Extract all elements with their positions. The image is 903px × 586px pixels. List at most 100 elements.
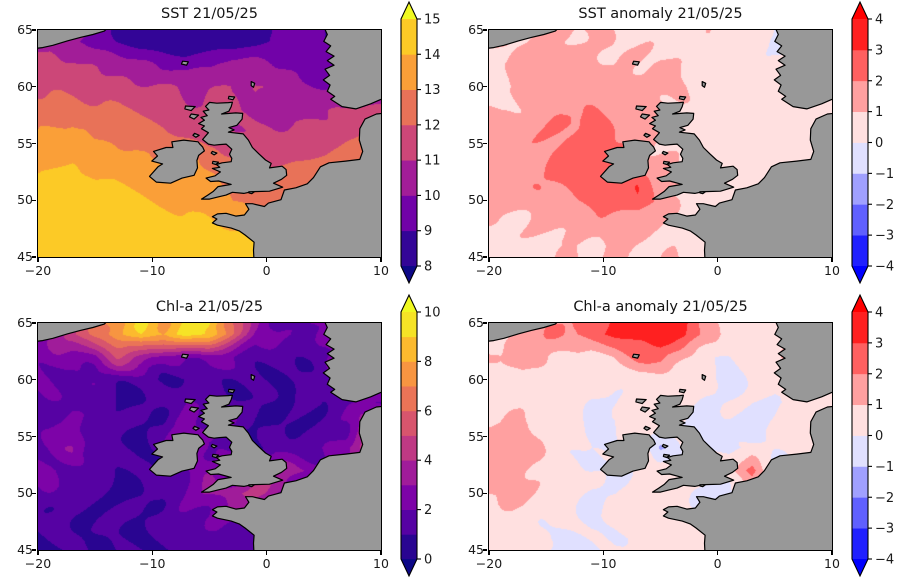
x-tick-label: −10 [139, 556, 166, 571]
colorbar-tick-label: −1 [875, 167, 894, 182]
coastline-layer [489, 323, 832, 550]
x-tick-label: 0 [713, 263, 722, 278]
colorbar-segment [401, 19, 417, 55]
colorbar-outline [851, 293, 869, 578]
colorbar-segment [401, 230, 417, 267]
land-mass [38, 323, 107, 342]
land-mass [662, 112, 832, 257]
land-mass [250, 80, 256, 88]
colorbar-tick-label: 6 [424, 404, 432, 419]
coastline-layer [38, 30, 381, 257]
colorbar-tick-label: 11 [424, 154, 441, 169]
colorbar-arrow-down [852, 266, 868, 283]
land-mass [635, 105, 647, 112]
land-mass [192, 425, 200, 431]
x-tick-label: 10 [373, 263, 389, 278]
panel-title: Chl-a 21/05/25 [155, 299, 264, 315]
land-mass [639, 406, 651, 413]
x-axis-tick [831, 551, 833, 556]
colorbar-tick-label: 13 [424, 83, 441, 98]
colorbar-outline [400, 293, 418, 578]
colorbar-tick-label: 0 [424, 553, 432, 568]
land-mass [699, 484, 706, 488]
x-tick-label: −20 [475, 263, 503, 278]
y-axis-tick [31, 199, 36, 201]
colorbar-segment [401, 410, 417, 436]
y-tick-label: 50 [17, 485, 33, 501]
land-mass [631, 60, 640, 66]
land-mass [227, 388, 236, 394]
colorbar-arrow-down [852, 559, 868, 576]
colorbar-tick-label: 8 [424, 260, 432, 275]
colorbar-segment [401, 195, 417, 232]
y-axis-tick [482, 322, 487, 324]
colorbar-segment [852, 404, 868, 436]
x-axis-tick [380, 551, 382, 556]
colorbar-tick-label: 9 [424, 224, 432, 239]
land-mass [188, 113, 200, 120]
y-axis-tick [482, 379, 487, 381]
x-tick-label: −20 [24, 263, 52, 278]
colorbar-segment [401, 534, 417, 560]
y-tick-label: 65 [17, 315, 33, 330]
land-mass [699, 191, 706, 195]
colorbar-tick-label: 10 [424, 306, 441, 321]
x-tick-label: −20 [24, 556, 52, 571]
y-axis-tick [31, 379, 36, 381]
land-mass [678, 95, 687, 101]
panel-title: SST anomaly 21/05/25 [578, 6, 743, 22]
colorbar-tick-label: 1 [875, 105, 883, 120]
land-mass [649, 101, 739, 200]
x-tick-label: 10 [824, 556, 840, 571]
land-mass [210, 443, 218, 449]
x-tick-label: 0 [262, 556, 271, 571]
land-mass [701, 373, 707, 381]
colorbar-tick-label: −4 [875, 260, 894, 275]
colorbar-segment [401, 336, 417, 362]
coastline-layer [489, 30, 832, 257]
land-mass [211, 160, 220, 166]
x-axis-tick [37, 551, 39, 556]
land-mass [643, 425, 651, 431]
colorbar-tick-label: 3 [875, 43, 883, 58]
colorbar-segment [401, 435, 417, 461]
colorbar-tick-label: −3 [875, 522, 894, 537]
colorbar-arrow-up [852, 295, 868, 312]
colorbar-tick-label: 14 [424, 48, 441, 63]
colorbar-segment [401, 484, 417, 510]
land-mass [248, 484, 255, 488]
y-tick-label: 55 [468, 135, 484, 151]
y-axis-tick [31, 549, 36, 551]
y-axis-tick [482, 549, 487, 551]
land-mass [322, 323, 381, 403]
colorbar-tick-label: −1 [875, 460, 894, 475]
x-axis-tick [717, 551, 719, 556]
colorbar-tick-label: 1 [875, 398, 883, 413]
land-mass [662, 160, 671, 166]
y-axis-tick [482, 199, 487, 201]
colorbar-tick-label: 8 [424, 355, 432, 370]
colorbar-segment [852, 312, 868, 344]
colorbar-segment [852, 435, 868, 467]
colorbar-tick-label: 12 [424, 118, 441, 133]
colorbar-tick-label: 0 [875, 136, 883, 151]
colorbar-tick-label: 0 [875, 429, 883, 444]
y-tick-label: 45 [17, 542, 33, 557]
colorbar-segment [852, 142, 868, 174]
coastline-layer [38, 323, 381, 550]
colorbar-tick-label: −3 [875, 229, 894, 244]
colorbar-arrow-down [401, 559, 417, 576]
land-mass [211, 112, 381, 257]
colorbar-arrow-up [401, 2, 417, 19]
land-mass [250, 373, 256, 381]
y-tick-label: 60 [468, 78, 484, 94]
x-axis-tick [151, 258, 153, 263]
colorbar-segment [852, 111, 868, 143]
y-axis-tick [31, 29, 36, 31]
y-axis-tick [482, 86, 487, 88]
land-mass [639, 113, 651, 120]
land-mass [701, 80, 707, 88]
colorbar-arrow-down [401, 266, 417, 283]
y-tick-label: 65 [468, 22, 484, 37]
